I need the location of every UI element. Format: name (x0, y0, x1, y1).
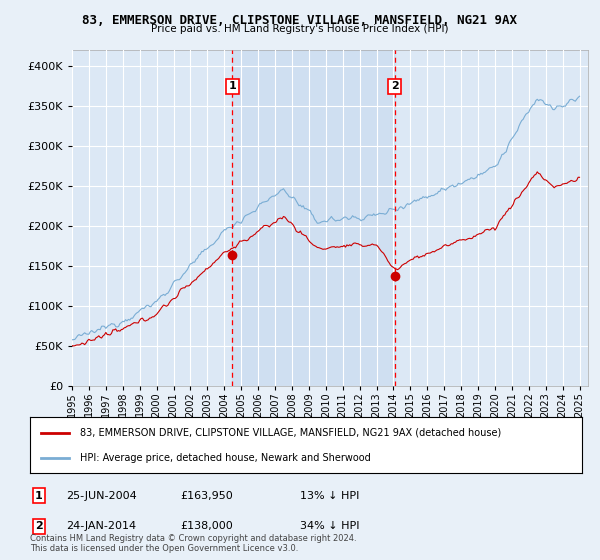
Text: 83, EMMERSON DRIVE, CLIPSTONE VILLAGE, MANSFIELD, NG21 9AX (detached house): 83, EMMERSON DRIVE, CLIPSTONE VILLAGE, M… (80, 428, 501, 438)
Text: 34% ↓ HPI: 34% ↓ HPI (300, 521, 359, 531)
Text: 24-JAN-2014: 24-JAN-2014 (66, 521, 136, 531)
Text: Price paid vs. HM Land Registry's House Price Index (HPI): Price paid vs. HM Land Registry's House … (151, 24, 449, 34)
Text: £163,950: £163,950 (180, 491, 233, 501)
Text: 2: 2 (391, 81, 398, 91)
Text: 2: 2 (35, 521, 43, 531)
Text: HPI: Average price, detached house, Newark and Sherwood: HPI: Average price, detached house, Newa… (80, 452, 370, 463)
Text: 25-JUN-2004: 25-JUN-2004 (66, 491, 137, 501)
Text: 1: 1 (229, 81, 236, 91)
Text: 83, EMMERSON DRIVE, CLIPSTONE VILLAGE, MANSFIELD, NG21 9AX: 83, EMMERSON DRIVE, CLIPSTONE VILLAGE, M… (83, 14, 517, 27)
Text: 1: 1 (35, 491, 43, 501)
Bar (232, 50, 395, 386)
Text: Contains HM Land Registry data © Crown copyright and database right 2024.
This d: Contains HM Land Registry data © Crown c… (30, 534, 356, 553)
Text: 13% ↓ HPI: 13% ↓ HPI (300, 491, 359, 501)
Text: £138,000: £138,000 (180, 521, 233, 531)
